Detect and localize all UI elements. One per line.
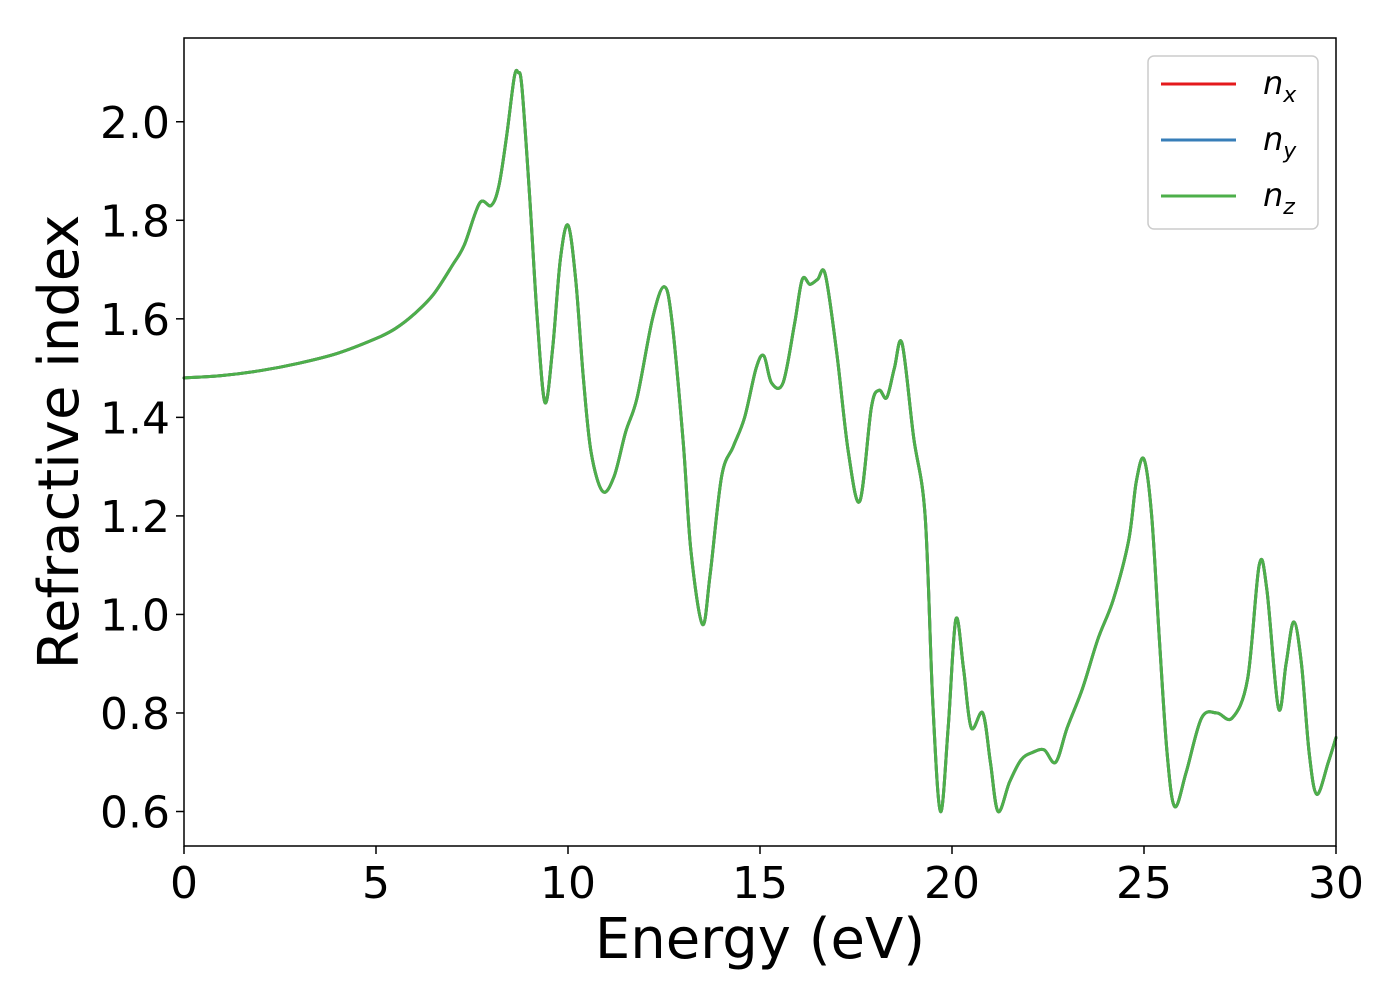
x-ticks: 0 5 10 15 20 25 30	[170, 846, 1364, 909]
legend-frame	[1147, 55, 1319, 230]
x-tick-label: 30	[1308, 858, 1364, 909]
y-tick-label: 1.2	[100, 492, 170, 543]
y-tick-label: 0.8	[100, 689, 170, 740]
y-tick-label: 1.6	[100, 295, 170, 346]
x-tick-label: 0	[170, 858, 198, 909]
x-tick-label: 5	[362, 858, 390, 909]
y-ticks: 0.6 0.8 1.0 1.2 1.4 1.6 1.8 2.0	[100, 98, 184, 839]
y-tick-label: 1.8	[100, 196, 170, 247]
plot-lines	[182, 68, 1338, 814]
x-tick-label: 10	[540, 858, 596, 909]
y-tick-label: 1.4	[100, 393, 170, 444]
legend: nx ny nz	[1147, 55, 1319, 230]
x-tick-label: 15	[732, 858, 788, 909]
series-line-nz	[182, 68, 1338, 814]
y-tick-label: 1.0	[100, 590, 170, 641]
x-tick-label: 20	[924, 858, 980, 909]
y-tick-label: 2.0	[100, 98, 170, 149]
x-tick-label: 25	[1116, 858, 1172, 909]
x-axis-label: Energy (eV)	[595, 907, 925, 972]
y-tick-label: 0.6	[100, 788, 170, 839]
legend-label-nx: nx	[1263, 64, 1297, 108]
legend-label-ny: ny	[1263, 120, 1297, 164]
legend-label-nz: nz	[1263, 176, 1295, 220]
y-axis-label: Refractive index	[27, 215, 92, 670]
